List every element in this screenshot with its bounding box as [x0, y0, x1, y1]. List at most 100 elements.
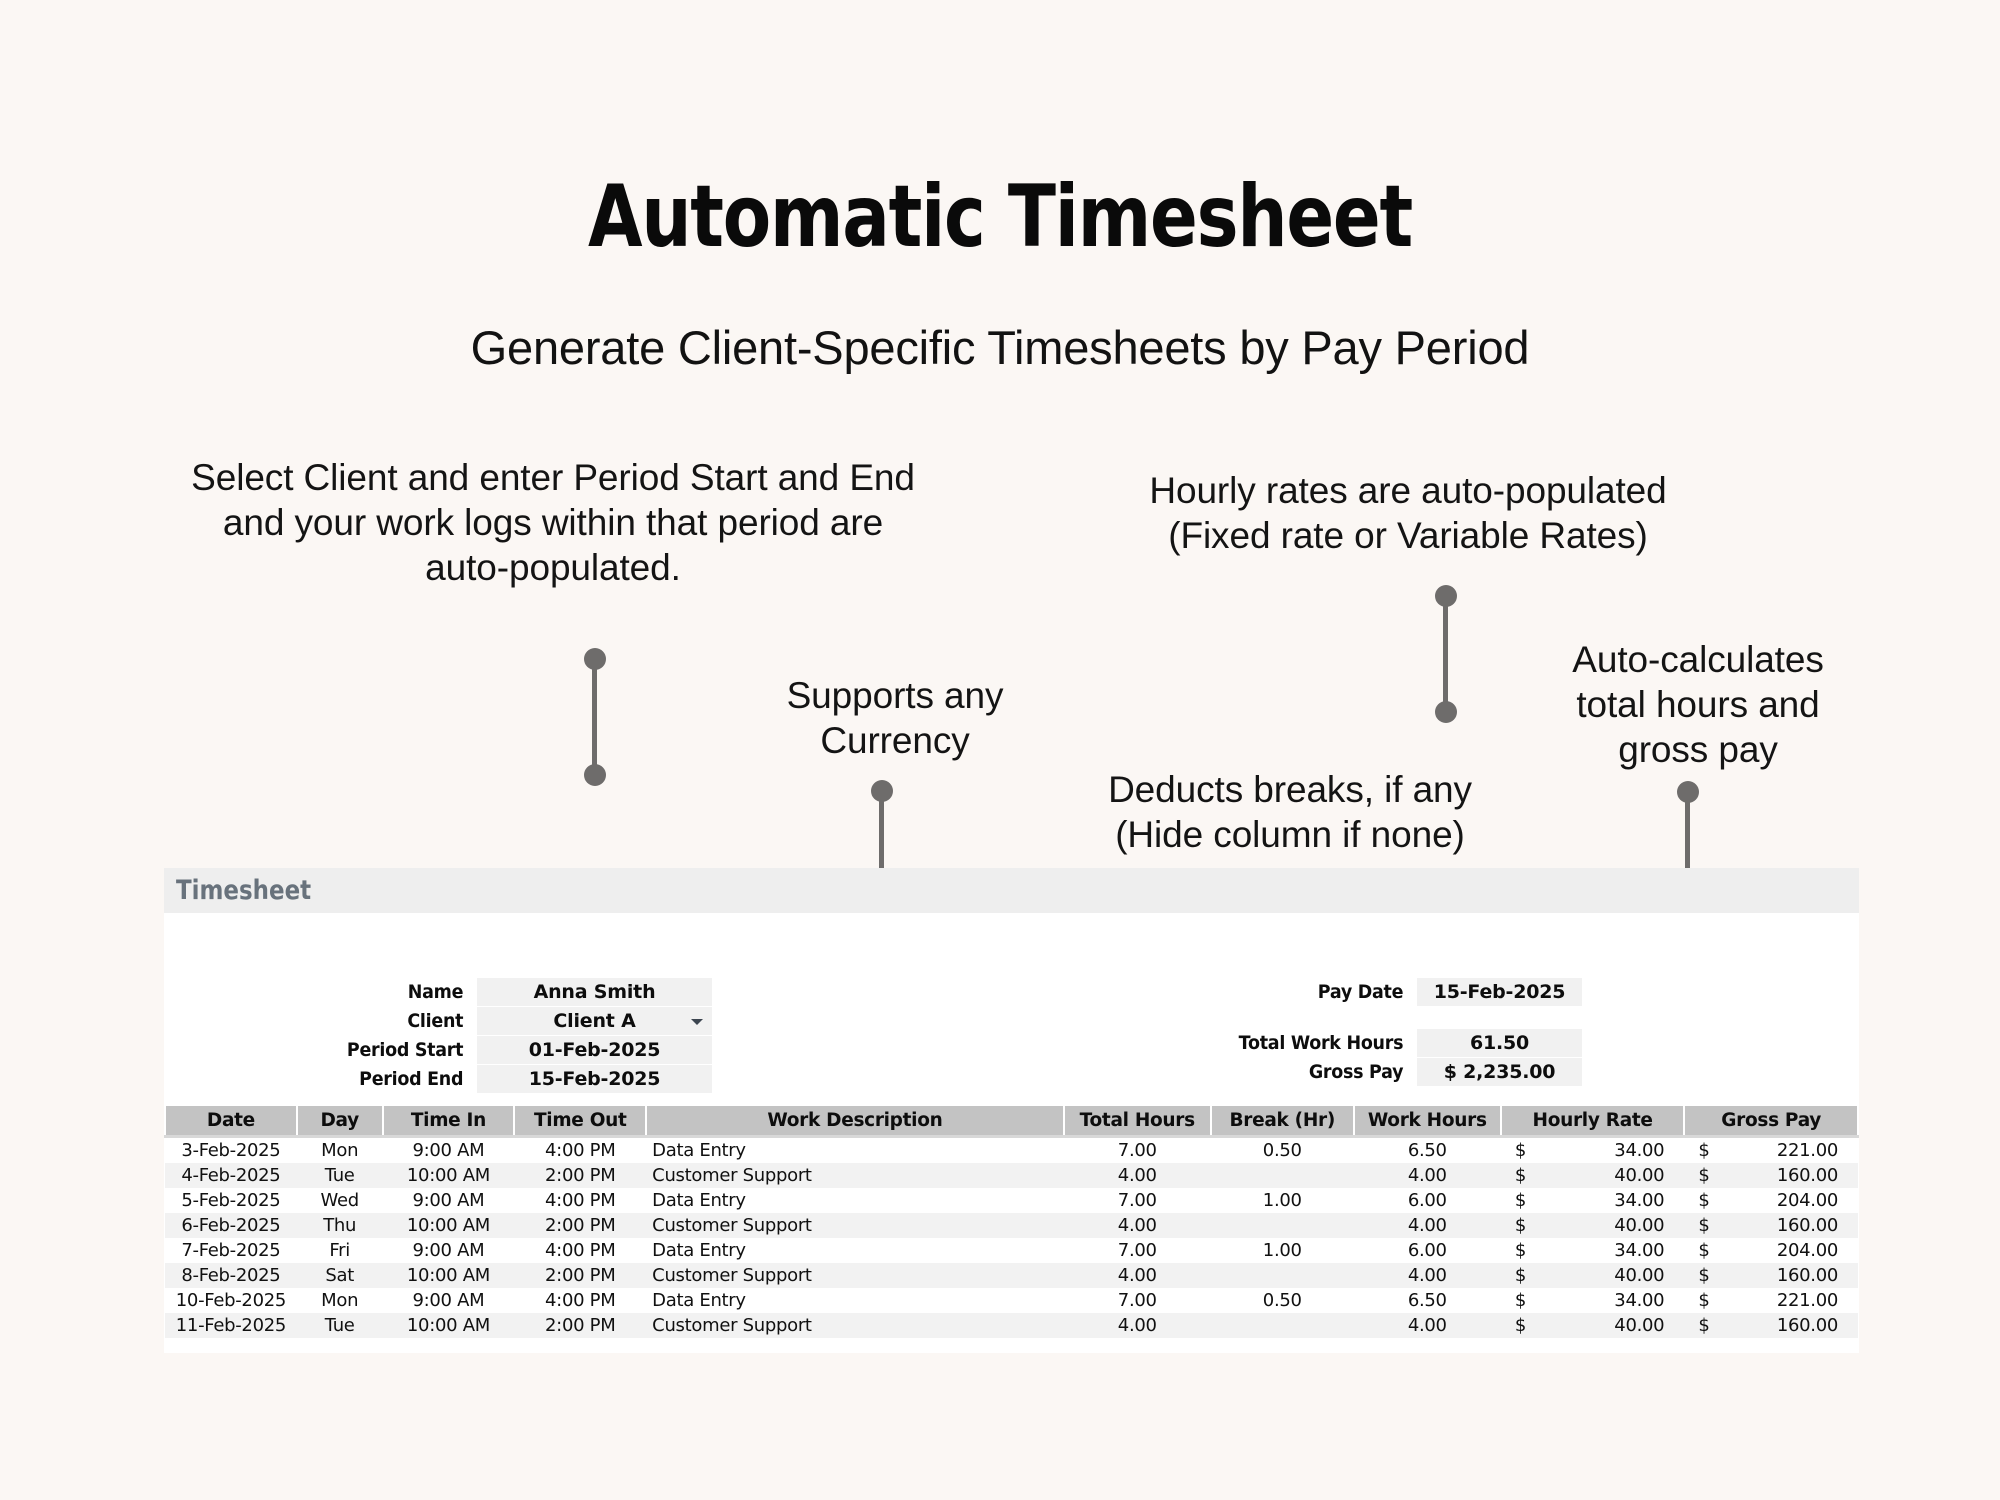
cell-gross-pay: $204.00 [1684, 1238, 1858, 1263]
amount-value: 40.00 [1614, 1165, 1665, 1186]
cell-time-out: 2:00 PM [545, 1215, 616, 1236]
cell-time-out: 4:00 PM [545, 1290, 616, 1311]
field-label-gross-pay: Gross Pay [1308, 1061, 1404, 1083]
amount-value: 40.00 [1614, 1315, 1665, 1336]
chevron-down-icon[interactable] [691, 1019, 703, 1025]
field-value-period-end[interactable]: 15-Feb-2025 [477, 1065, 712, 1093]
col-header-description[interactable]: Work Description [645, 1106, 1065, 1137]
field-row-period-start: Period Start 01-Feb-2025 [312, 1036, 712, 1064]
amount-value: 160.00 [1776, 1315, 1838, 1336]
cell-time-in: 10:00 AM [406, 1165, 490, 1186]
amount-value: 34.00 [1614, 1240, 1665, 1261]
field-value-total-work-hours: 61.50 [1417, 1029, 1582, 1057]
cell-description: Customer Support [652, 1315, 812, 1336]
cell-time-in: 9:00 AM [412, 1140, 485, 1161]
col-header-time-out[interactable]: Time Out [513, 1106, 648, 1137]
cell-date: 3-Feb-2025 [181, 1140, 281, 1161]
col-header-date[interactable]: Date [164, 1106, 298, 1137]
cell-gross-pay: $221.00 [1684, 1288, 1858, 1313]
cell-break: 0.50 [1262, 1290, 1302, 1311]
table-row[interactable]: 11-Feb-2025 Tue 10:00 AM 2:00 PM Customer Su… [165, 1313, 1858, 1338]
cell-description: Data Entry [652, 1290, 746, 1311]
col-header-day[interactable]: Day [295, 1106, 384, 1137]
amount-value: 40.00 [1614, 1215, 1665, 1236]
amount-value: 34.00 [1614, 1290, 1665, 1311]
field-row-period-end: Period End 15-Feb-2025 [312, 1065, 712, 1093]
cell-time-in: 9:00 AM [412, 1290, 485, 1311]
cell-gross-pay: $160.00 [1684, 1313, 1858, 1338]
annotation-currency: Supports any Currency [786, 675, 1004, 762]
amount-value: 221.00 [1776, 1290, 1838, 1311]
cell-time-in: 10:00 AM [406, 1265, 490, 1286]
cell-description: Customer Support [652, 1165, 812, 1186]
cell-day: Thu [323, 1215, 357, 1236]
field-row-gross-pay: Gross Pay $ 2,235.00 [1152, 1058, 1582, 1086]
cell-time-out: 4:00 PM [545, 1140, 616, 1161]
client-select-text: Client A [553, 1010, 636, 1032]
currency-symbol: $ [1698, 1165, 1710, 1186]
cell-date: 7-Feb-2025 [181, 1240, 281, 1261]
cell-day: Mon [321, 1140, 359, 1161]
leader-line-hourly-rates [1434, 585, 1457, 723]
sheet-titlebar: Timesheet [164, 868, 1859, 913]
cell-hourly-rate: $34.00 [1501, 1137, 1684, 1164]
cell-total-hours: 7.00 [1117, 1240, 1157, 1261]
cell-day: Tue [324, 1165, 355, 1186]
cell-total-hours: 7.00 [1117, 1190, 1157, 1211]
field-value-period-start[interactable]: 01-Feb-2025 [477, 1036, 712, 1064]
table-row[interactable]: 7-Feb-2025 Fri 9:00 AM 4:00 PM Data Entry 7.0… [165, 1238, 1858, 1263]
col-header-total-hours[interactable]: Total Hours [1062, 1106, 1212, 1137]
cell-work-hours: 6.50 [1407, 1140, 1447, 1161]
currency-symbol: $ [1698, 1265, 1710, 1286]
table-row[interactable]: 3-Feb-2025 Mon 9:00 AM 4:00 PM Data Entry 7.0… [165, 1136, 1858, 1164]
cell-gross-pay: $160.00 [1684, 1213, 1858, 1238]
amount-value: 160.00 [1776, 1215, 1838, 1236]
cell-total-hours: 4.00 [1117, 1165, 1157, 1186]
timesheet-table: Date Day Time In Time Out Work Descripti… [164, 1106, 1859, 1338]
annotation-hourly-rates: Hourly rates are auto-populated (Fixed r… [1149, 470, 1667, 557]
cell-date: 5-Feb-2025 [181, 1190, 281, 1211]
field-value-name[interactable]: Anna Smith [477, 978, 712, 1006]
cell-break [1211, 1213, 1354, 1238]
field-label-period-end: Period End [359, 1068, 464, 1090]
cell-total-hours: 4.00 [1117, 1315, 1157, 1336]
cell-break: 0.50 [1262, 1140, 1302, 1161]
table-row[interactable]: 6-Feb-2025 Thu 10:00 AM 2:00 PM Customer Sup… [165, 1213, 1858, 1238]
cell-time-in: 9:00 AM [412, 1190, 485, 1211]
col-header-time-in[interactable]: Time In [381, 1106, 516, 1137]
cell-total-hours: 7.00 [1117, 1140, 1157, 1161]
col-header-gross-pay[interactable]: Gross Pay [1683, 1106, 1859, 1137]
currency-symbol: $ [1514, 1165, 1527, 1186]
annotation-breaks: Deducts breaks, if any (Hide column if n… [1108, 769, 1472, 856]
col-header-break[interactable]: Break (Hr) [1209, 1106, 1355, 1137]
currency-symbol: $ [1698, 1290, 1710, 1311]
amount-value: 204.00 [1776, 1240, 1838, 1261]
cell-date: 4-Feb-2025 [181, 1165, 281, 1186]
field-row-client: Client Client A [312, 1007, 712, 1035]
annotation-auto-calc: Auto-calculates total hours and gross pa… [1572, 639, 1824, 771]
col-header-hourly-rate[interactable]: Hourly Rate [1499, 1106, 1686, 1137]
cell-break [1211, 1313, 1354, 1338]
col-header-work-hours[interactable]: Work Hours [1352, 1106, 1502, 1137]
field-value-pay-date[interactable]: 15-Feb-2025 [1417, 978, 1582, 1006]
cell-time-in: 9:00 AM [412, 1240, 485, 1261]
cell-hourly-rate: $40.00 [1501, 1213, 1684, 1238]
currency-symbol: $ [1698, 1240, 1710, 1261]
cell-work-hours: 6.00 [1407, 1240, 1447, 1261]
annotation-client-period: Select Client and enter Period Start and… [191, 457, 915, 589]
field-label-period-start: Period Start [346, 1039, 464, 1061]
table-row[interactable]: 4-Feb-2025 Tue 10:00 AM 2:00 PM Customer Sup… [165, 1163, 1858, 1188]
cell-gross-pay: $160.00 [1684, 1163, 1858, 1188]
cell-total-hours: 4.00 [1117, 1215, 1157, 1236]
table-row[interactable]: 5-Feb-2025 Wed 9:00 AM 4:00 PM Data Entry 7.0… [165, 1188, 1858, 1213]
table-row[interactable]: 8-Feb-2025 Sat 10:00 AM 2:00 PM Customer Sup… [165, 1263, 1858, 1288]
cell-gross-pay: $204.00 [1684, 1188, 1858, 1213]
field-value-client[interactable]: Client A [477, 1007, 712, 1035]
table-header: Date Day Time In Time Out Work Descripti… [164, 1106, 1859, 1137]
table-row[interactable]: 10-Feb-2025 Mon 9:00 AM 4:00 PM Data Entry 7.… [165, 1288, 1858, 1313]
cell-description: Data Entry [652, 1190, 746, 1211]
cell-work-hours: 6.50 [1407, 1290, 1447, 1311]
field-label-name: Name [407, 981, 464, 1003]
cell-date: 10-Feb-2025 [175, 1290, 287, 1311]
